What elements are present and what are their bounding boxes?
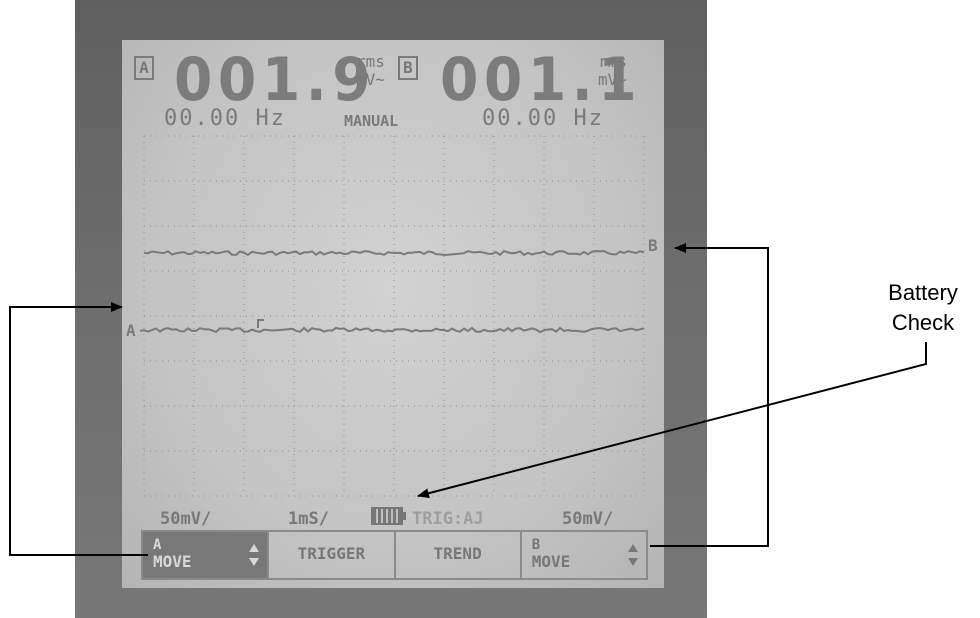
softkey-b-move-line2: MOVE — [531, 552, 571, 571]
battery-check-leader-line — [417, 342, 927, 499]
up-down-arrows-icon — [628, 544, 638, 566]
channel-a-frequency: 00.00 Hz — [164, 106, 286, 131]
mode-label: MANUAL — [344, 112, 399, 130]
channel-b-unit-mv: mV~ — [598, 70, 627, 89]
callout-line-2: Check — [891, 310, 955, 335]
channel-a-unit-mv: mV~ — [356, 70, 385, 89]
softkey-b-move[interactable]: B MOVE — [522, 532, 646, 578]
channel-a-trace-marker: A — [126, 321, 136, 340]
timebase: 1mS/ — [288, 509, 329, 529]
waveform-graticule: A B — [126, 135, 658, 497]
channel-b-leader-line — [650, 243, 769, 547]
channel-b-trace — [143, 249, 645, 257]
softkey-b-move-line1: B — [531, 537, 541, 553]
channel-a-unit-rms: rms — [356, 52, 385, 71]
softkey-a-move-line2: MOVE — [153, 552, 192, 571]
softkey-trend-label: TREND — [433, 544, 482, 563]
channel-a-reading: 001.9 — [174, 45, 377, 115]
channel-b-frequency: 00.00 Hz — [482, 106, 604, 131]
battery-check-callout: Battery Check — [868, 278, 978, 338]
softkey-trigger[interactable]: TRIGGER — [269, 532, 396, 578]
softkey-bar: A MOVE TRIGGER TREND B MOVE — [141, 530, 648, 580]
channel-b-scale: 50mV/ — [562, 509, 614, 529]
channel-a-scale: 50mV/ — [160, 509, 212, 529]
lcd-screen: A 001.9 rms mV~ 00.00 Hz B 001.1 rms mV~… — [122, 40, 664, 588]
softkey-a-move[interactable]: A MOVE — [143, 532, 270, 578]
softkey-trigger-label: TRIGGER — [297, 544, 366, 563]
up-down-arrows-icon — [249, 544, 260, 566]
channel-b-unit-rms: rms — [598, 52, 627, 71]
callout-line-1: Battery — [888, 280, 958, 305]
trigger-marker — [257, 319, 264, 328]
channel-b-reading: 001.1 — [440, 45, 643, 115]
channel-b-trace-marker: B — [648, 236, 658, 255]
channel-a-indicator: A — [134, 56, 154, 80]
softkey-a-move-line1: A — [153, 537, 162, 553]
channel-b-indicator: B — [398, 56, 418, 80]
softkey-trend[interactable]: TREND — [396, 532, 522, 578]
channel-a-leader-line — [9, 302, 148, 556]
battery-icon — [371, 507, 406, 525]
trigger-status: TRIG:AJ — [412, 509, 484, 529]
channel-a-trace — [139, 326, 645, 334]
